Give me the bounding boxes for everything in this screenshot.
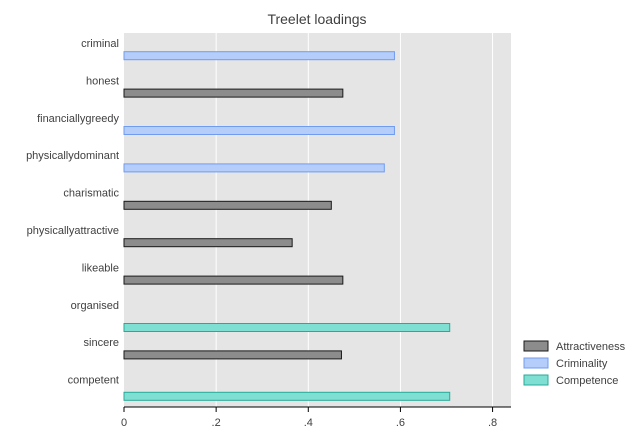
legend-label: Criminality xyxy=(556,358,608,370)
bars xyxy=(123,51,451,401)
x-tick-label: .4 xyxy=(304,417,313,428)
bar-physicallyattractive xyxy=(123,238,293,248)
bar-physicallydominant xyxy=(123,163,385,173)
category-labels: criminal honest financiallygreedy physicall… xyxy=(26,38,119,387)
bar-likeable xyxy=(123,275,344,285)
category-label: honest xyxy=(86,75,119,87)
x-tick-label: .6 xyxy=(396,417,405,428)
bar-competent xyxy=(123,391,451,401)
bar-charismatic xyxy=(123,200,332,210)
legend-swatch xyxy=(523,357,549,369)
x-axis-ticks: 0 .2 .4 .6 .8 xyxy=(121,407,497,428)
legend-swatch xyxy=(523,340,549,352)
category-label: competent xyxy=(68,375,119,387)
category-label: sincere xyxy=(84,337,119,349)
category-label: physicallyattractive xyxy=(27,225,119,237)
legend-label: Competence xyxy=(556,375,618,387)
category-label: charismatic xyxy=(63,188,119,200)
chart-title: Treelet loadings xyxy=(267,11,366,27)
x-tick-label: 0 xyxy=(121,417,127,428)
category-label: financiallygreedy xyxy=(37,113,119,125)
category-label: physicallydominant xyxy=(26,150,119,162)
legend-swatch xyxy=(523,374,549,386)
bar-sincere xyxy=(123,350,342,360)
bar-organised xyxy=(123,323,451,332)
legend: Attractiveness Criminality Competence xyxy=(523,340,626,387)
x-tick-label: .8 xyxy=(488,417,497,428)
category-label: likeable xyxy=(82,262,119,274)
bar-financiallygreedy xyxy=(123,126,395,135)
legend-label: Attractiveness xyxy=(556,341,626,353)
category-label: organised xyxy=(71,300,119,312)
bar-criminal xyxy=(123,51,395,61)
x-tick-label: .2 xyxy=(212,417,221,428)
category-label: criminal xyxy=(81,38,119,50)
bar-honest xyxy=(123,88,344,98)
